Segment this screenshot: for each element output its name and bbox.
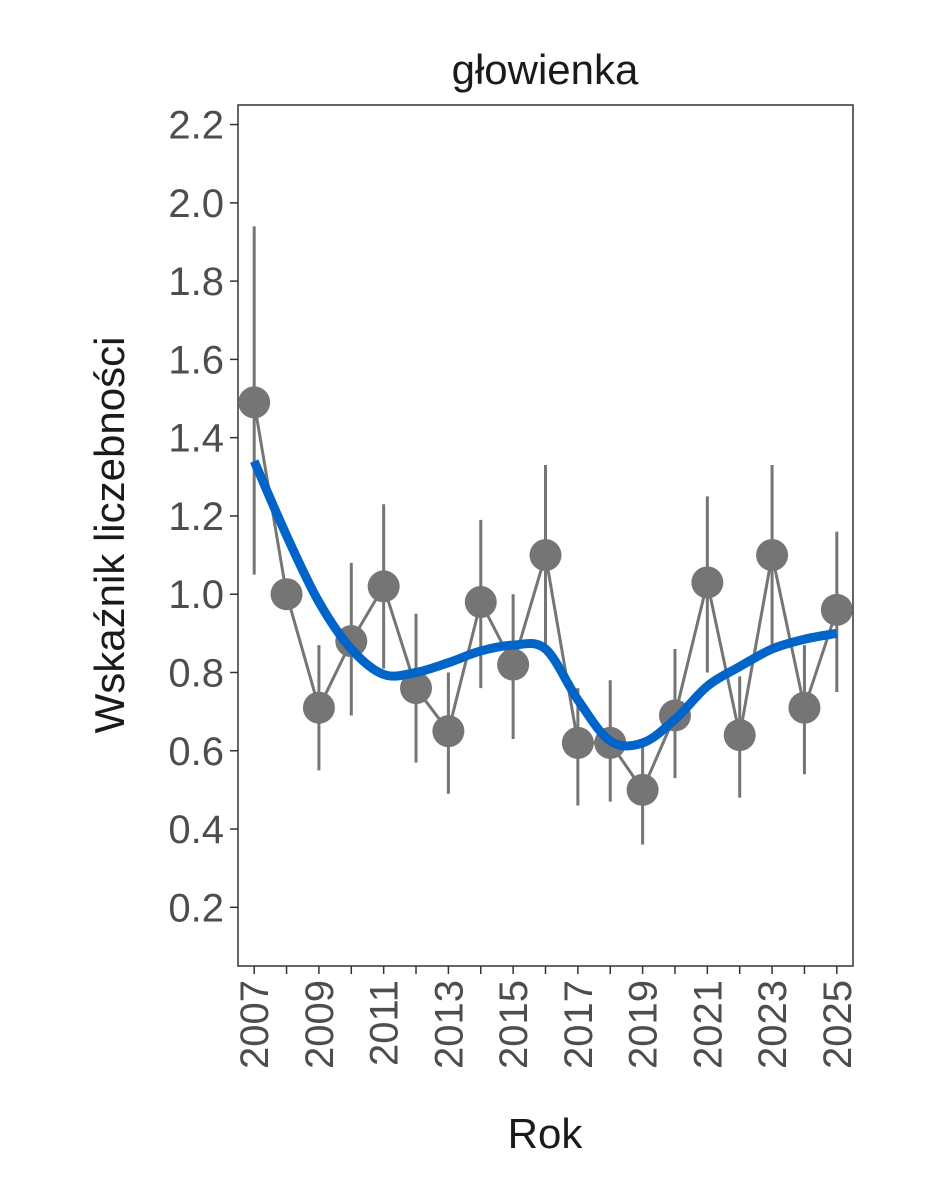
y-axis-label: Wskaźnik liczebności [86, 337, 133, 734]
trend-line [250, 459, 838, 751]
x-tick-label: 2013 [427, 980, 471, 1069]
y-axis: 0.2 0.4 0.6 0.8 1.0 1.2 1.4 1.6 1.8 2.0 2.2 [168, 104, 238, 930]
y-tick-label: 0.6 [168, 730, 224, 774]
x-axis-label: Rok [508, 1110, 584, 1157]
data-point [626, 773, 659, 806]
y-tick-label: 0.8 [168, 651, 224, 695]
data-point [302, 691, 335, 724]
data-point [497, 648, 530, 681]
y-tick-label: 1.0 [168, 573, 224, 617]
y-tick-label: 1.4 [168, 417, 224, 461]
y-tick-label: 0.2 [168, 886, 224, 930]
x-tick-label: 2021 [686, 980, 730, 1069]
chart-title: głowienka [452, 46, 639, 93]
data-marks [238, 226, 853, 845]
x-tick-label: 2023 [751, 980, 795, 1069]
x-tick-label: 2017 [557, 980, 601, 1069]
data-point [723, 719, 756, 752]
data-point [820, 593, 853, 626]
x-axis: 2007 2009 2011 2013 2015 2017 2019 2021 2023 2025 [233, 966, 860, 1069]
data-point [238, 386, 271, 419]
x-tick-label: 2007 [233, 980, 277, 1069]
data-point [756, 539, 789, 572]
data-point [464, 586, 497, 619]
data-point [529, 539, 562, 572]
x-tick-label: 2011 [363, 980, 407, 1066]
data-point [270, 578, 303, 611]
data-point [788, 691, 821, 724]
y-tick-label: 0.4 [168, 808, 224, 852]
y-tick-label: 1.6 [168, 338, 224, 382]
y-tick-label: 2.0 [168, 182, 224, 226]
data-point [691, 566, 724, 599]
y-tick-label: 2.2 [168, 104, 224, 148]
x-tick-label: 2019 [622, 980, 666, 1069]
y-tick-label: 1.2 [168, 495, 224, 539]
x-tick-label: 2025 [816, 980, 860, 1069]
data-point [367, 570, 400, 603]
data-point [400, 672, 433, 705]
y-tick-label: 1.8 [168, 260, 224, 304]
x-tick-label: 2009 [298, 980, 342, 1069]
x-tick-label: 2015 [492, 980, 536, 1069]
data-point [432, 715, 465, 748]
data-point [561, 726, 594, 759]
